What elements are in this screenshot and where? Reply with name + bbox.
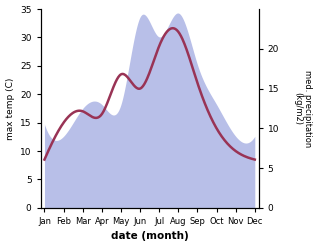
- Y-axis label: max temp (C): max temp (C): [5, 77, 15, 140]
- X-axis label: date (month): date (month): [111, 231, 189, 242]
- Y-axis label: med. precipitation
(kg/m2): med. precipitation (kg/m2): [293, 70, 313, 147]
